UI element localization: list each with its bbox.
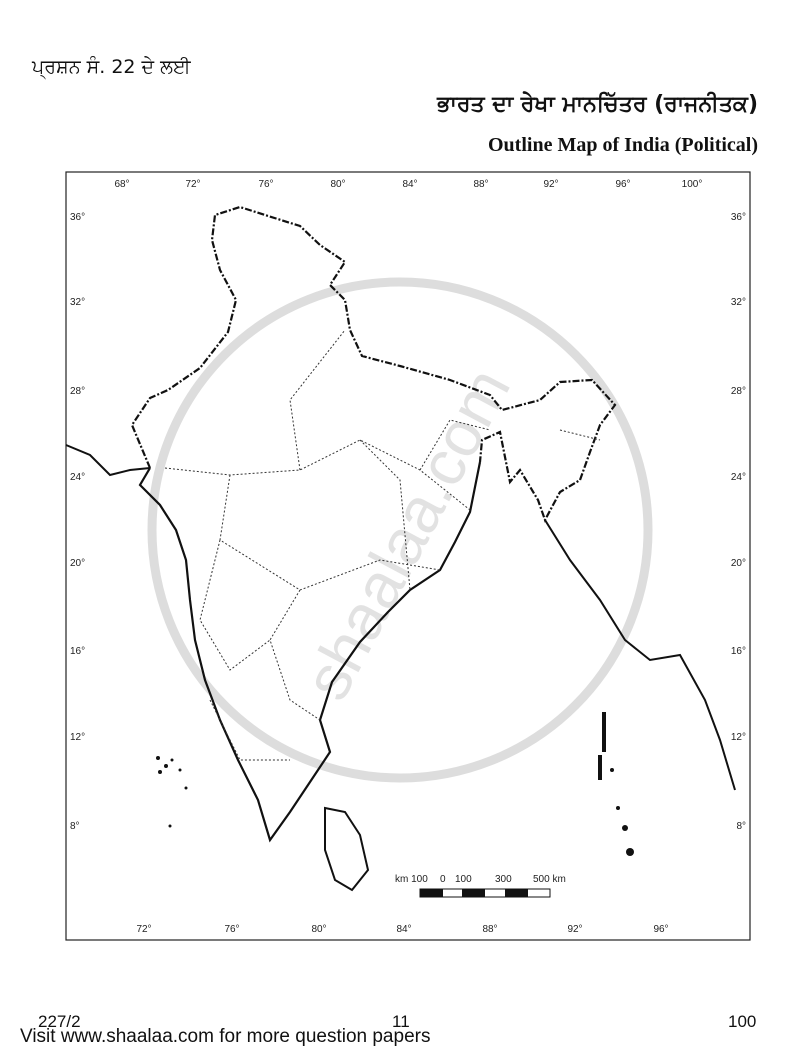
map-title-english: Outline Map of India (Political) bbox=[488, 134, 758, 156]
coordinate-label: 28° bbox=[731, 386, 746, 397]
coordinate-label: 32° bbox=[731, 297, 746, 308]
coordinate-label: 68° bbox=[114, 179, 129, 190]
coordinate-label: 88° bbox=[473, 179, 488, 190]
india-boundary bbox=[130, 205, 617, 523]
watermark-text: shaalaa.com bbox=[290, 357, 524, 711]
coordinate-label: 12° bbox=[70, 732, 85, 743]
coordinate-label: 92° bbox=[567, 924, 582, 935]
coordinate-label: 8° bbox=[736, 821, 746, 832]
coordinate-label: 76° bbox=[224, 924, 239, 935]
coordinate-label: 28° bbox=[70, 386, 85, 397]
coordinate-label: 84° bbox=[402, 179, 417, 190]
coordinate-label: 96° bbox=[653, 924, 668, 935]
coordinate-label: 20° bbox=[70, 558, 85, 569]
coordinate-label: 16° bbox=[731, 646, 746, 657]
scale-label: 100 bbox=[455, 874, 472, 885]
map-title-punjabi: ਭਾਰਤ ਦਾ ਰੇਖਾ ਮਾਨਚਿੱਤਰ (ਰਾਜਨੀਤਕ) bbox=[437, 92, 758, 117]
coordinate-label: 80° bbox=[311, 924, 326, 935]
coordinate-label: 16° bbox=[70, 646, 85, 657]
scale-label: 0 bbox=[440, 874, 446, 885]
coordinate-label: 32° bbox=[70, 297, 85, 308]
state-boundaries bbox=[164, 329, 601, 761]
neighbour-coastline-east bbox=[544, 519, 736, 791]
page-number: 11 bbox=[392, 1012, 410, 1031]
scale-label: 500 km bbox=[533, 874, 566, 885]
scale-label: km 100 bbox=[395, 874, 428, 885]
paper-code: 227/2 bbox=[38, 1012, 81, 1031]
scale-label: 300 bbox=[495, 874, 512, 885]
coordinate-label: 12° bbox=[731, 732, 746, 743]
lakshadweep-islands bbox=[156, 756, 188, 828]
coordinate-label: 20° bbox=[731, 558, 746, 569]
coordinate-label: 36° bbox=[70, 212, 85, 223]
coordinate-label: 36° bbox=[731, 212, 746, 223]
map-frame bbox=[65, 171, 751, 941]
coordinate-label: 92° bbox=[543, 179, 558, 190]
coordinate-label: 72° bbox=[136, 924, 151, 935]
coordinate-label: 96° bbox=[615, 179, 630, 190]
coordinate-label: 72° bbox=[185, 179, 200, 190]
coordinate-label: 84° bbox=[396, 924, 411, 935]
sri-lanka-outline bbox=[324, 806, 370, 892]
marks: 100 bbox=[728, 1012, 757, 1031]
coordinate-label: 24° bbox=[70, 472, 85, 483]
coordinate-label: 24° bbox=[731, 472, 746, 483]
scale-bar: km 100 0 100 300 500 km bbox=[395, 874, 566, 898]
watermark-circle bbox=[147, 277, 653, 783]
question-reference: ਪ੍ਰਸ਼ਨ ਸੰ. 22 ਦੇ ਲਈ bbox=[32, 56, 191, 78]
coordinate-label: 100° bbox=[682, 179, 703, 190]
coordinate-label: 88° bbox=[482, 924, 497, 935]
promo-link[interactable]: Visit www.shaalaa.com for more question … bbox=[20, 1026, 431, 1047]
neighbour-coastline bbox=[65, 444, 151, 477]
coordinate-label: 80° bbox=[330, 179, 345, 190]
india-coastline bbox=[138, 461, 482, 843]
coordinate-label: 76° bbox=[258, 179, 273, 190]
andaman-nicobar-islands bbox=[598, 712, 634, 856]
coordinate-label: 8° bbox=[70, 821, 80, 832]
